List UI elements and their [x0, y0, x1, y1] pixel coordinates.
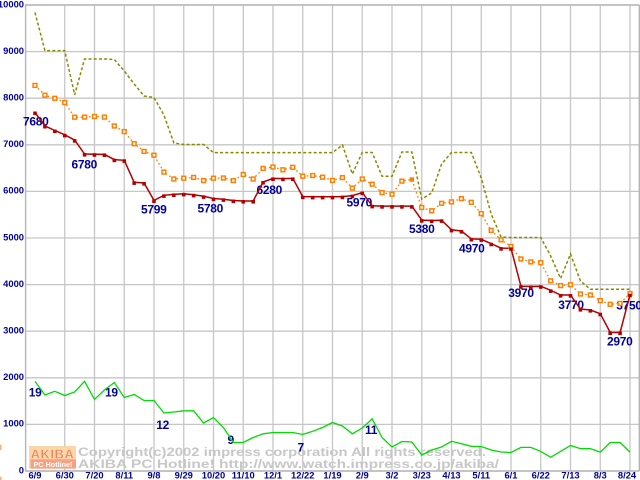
svg-text:11/10: 11/10 — [232, 470, 255, 480]
svg-text:2000: 2000 — [3, 371, 24, 382]
svg-text:9000: 9000 — [3, 45, 24, 56]
svg-text:7680: 7680 — [23, 115, 49, 129]
svg-text:5000: 5000 — [3, 231, 24, 242]
svg-text:19: 19 — [105, 385, 118, 399]
svg-text:AKIBA PC Hotline! http://ww: AKIBA PC Hotline! http://www.watch.impre… — [78, 457, 500, 471]
svg-text:0: 0 — [19, 464, 24, 475]
svg-text:5380: 5380 — [409, 222, 435, 236]
svg-text:3/23: 3/23 — [413, 470, 431, 480]
svg-text:6280: 6280 — [257, 183, 283, 197]
svg-text:8000: 8000 — [3, 92, 24, 103]
svg-text:12: 12 — [156, 418, 169, 432]
svg-text:2/9: 2/9 — [356, 470, 369, 480]
svg-text:7: 7 — [298, 440, 305, 454]
svg-text:AKIBA: AKIBA — [31, 446, 75, 461]
svg-text:6/30: 6/30 — [56, 470, 74, 480]
svg-text:1/19: 1/19 — [323, 470, 341, 480]
svg-text:2970: 2970 — [607, 335, 633, 349]
svg-text:3/2: 3/2 — [385, 470, 398, 480]
svg-text:3970: 3970 — [508, 286, 534, 300]
svg-text:6/22: 6/22 — [532, 470, 550, 480]
svg-text:3770: 3770 — [558, 298, 584, 312]
svg-text:9/8: 9/8 — [147, 470, 160, 480]
svg-text:5/11: 5/11 — [472, 470, 490, 480]
svg-text:10/20: 10/20 — [202, 470, 225, 480]
svg-text:5780: 5780 — [198, 202, 224, 216]
svg-text:8/24: 8/24 — [618, 470, 637, 480]
svg-text:9/29: 9/29 — [175, 470, 193, 480]
svg-text:19: 19 — [29, 385, 42, 399]
svg-text:8/3: 8/3 — [594, 470, 607, 480]
svg-text:12/1: 12/1 — [264, 470, 282, 480]
svg-text:8/11: 8/11 — [115, 470, 133, 480]
svg-text:6/1: 6/1 — [504, 470, 517, 480]
svg-text:6/9: 6/9 — [28, 470, 41, 480]
svg-text:12/22: 12/22 — [291, 470, 314, 480]
svg-text:Copyright(c)2002 impress corpo: Copyright(c)2002 impress corporation All… — [78, 445, 486, 459]
svg-text:4970: 4970 — [459, 242, 485, 256]
svg-text:7/20: 7/20 — [85, 470, 103, 480]
svg-text:6000: 6000 — [3, 185, 24, 196]
svg-text:11: 11 — [365, 423, 378, 437]
svg-text:3000: 3000 — [3, 325, 24, 336]
svg-text:6780: 6780 — [72, 158, 98, 172]
svg-text:5799: 5799 — [141, 202, 167, 216]
svg-text:PC Hotline!: PC Hotline! — [34, 460, 73, 469]
svg-text:4/13: 4/13 — [442, 470, 460, 480]
svg-text:10000: 10000 — [0, 0, 24, 9]
svg-text:4000: 4000 — [3, 278, 24, 289]
svg-text:7/13: 7/13 — [561, 470, 579, 480]
svg-text:1000: 1000 — [3, 418, 24, 429]
svg-text:7000: 7000 — [3, 138, 24, 149]
